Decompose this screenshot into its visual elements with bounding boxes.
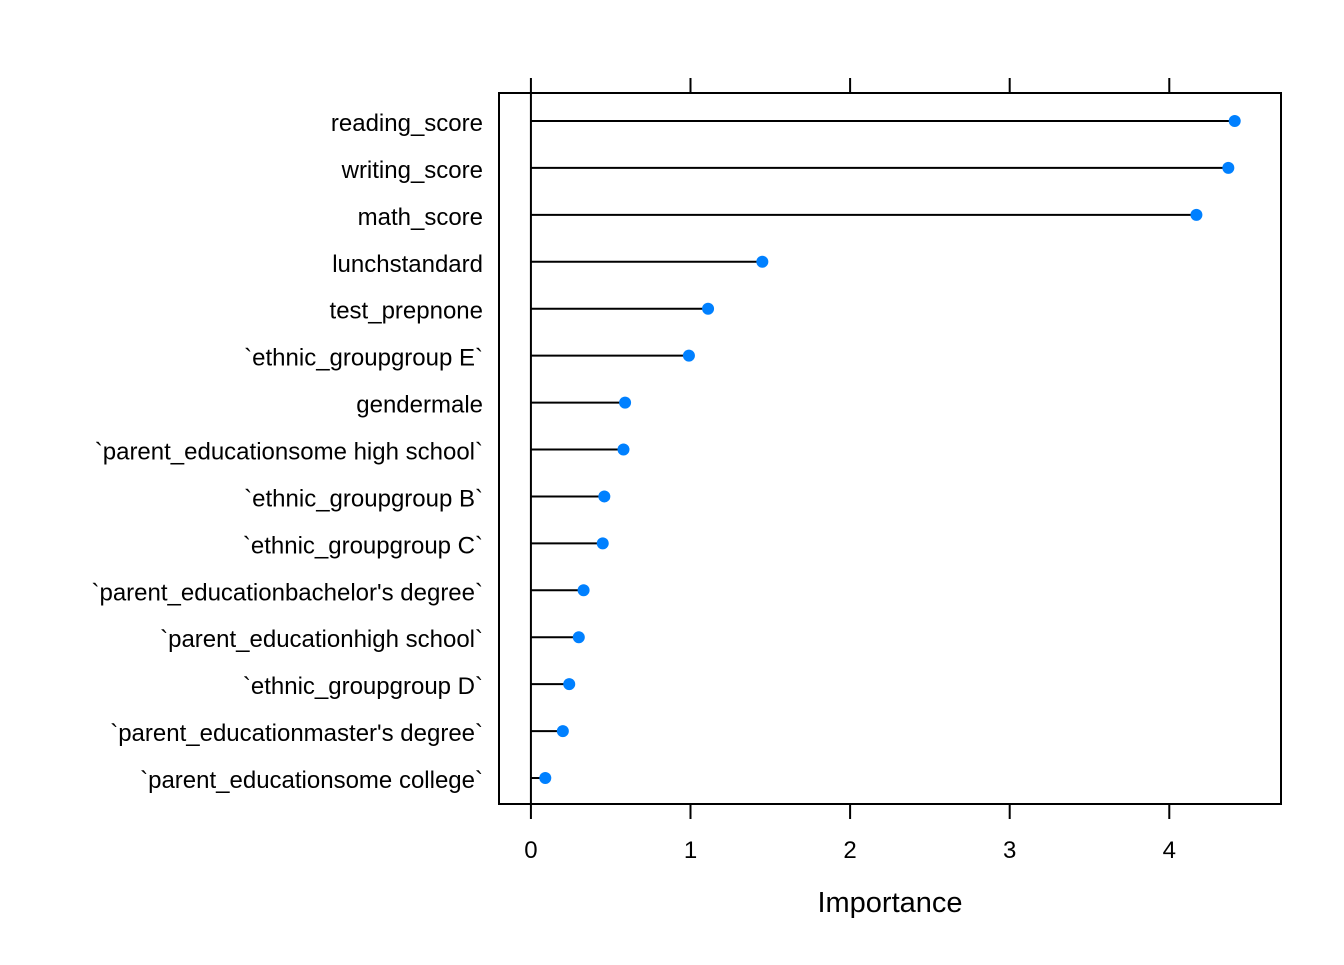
importance-point — [572, 631, 585, 644]
importance-point — [563, 678, 576, 691]
importance-point — [556, 725, 569, 738]
variable-label: `parent_educationsome college` — [140, 767, 483, 794]
top-ticks — [529, 78, 1171, 93]
variable-label: `ethnic_groupgroup E` — [244, 345, 483, 372]
variable-label: `ethnic_groupgroup C` — [243, 532, 483, 559]
importance-point — [1228, 115, 1241, 127]
importance-point — [598, 490, 611, 503]
importance-segments — [530, 120, 1235, 780]
x-tick-label: 4 — [1163, 837, 1176, 864]
importance-points — [539, 115, 1241, 785]
importance-point — [1222, 161, 1235, 174]
variable-label: `parent_educationbachelor's degree` — [91, 579, 483, 606]
variable-label: `ethnic_groupgroup D` — [243, 673, 483, 700]
variable-label: reading_score — [331, 110, 483, 137]
bottom-ticks: 0 1 2 3 4 — [524, 804, 1176, 864]
x-axis-title: Importance — [817, 887, 962, 919]
importance-point — [596, 537, 609, 550]
x-tick-label: 1 — [684, 837, 697, 864]
variable-label: test_prepnone — [330, 298, 483, 325]
importance-point — [619, 396, 632, 409]
x-tick-label: 0 — [524, 837, 537, 864]
variable-label: `parent_educationmaster's degree` — [110, 720, 483, 747]
importance-point — [577, 584, 590, 597]
variable-label: writing_score — [341, 157, 483, 184]
importance-point — [539, 772, 552, 785]
variable-labels: reading_score writing_score math_scorelunc… — [91, 110, 483, 794]
importance-point — [702, 302, 715, 315]
importance-point — [756, 255, 769, 268]
variable-label: `parent_educationhigh school` — [160, 626, 483, 653]
variable-label: `parent_educationsome high school` — [95, 439, 483, 466]
importance-point — [617, 443, 630, 456]
plot-frame — [498, 92, 1282, 805]
variable-label: gendermale — [356, 392, 483, 419]
importance-point — [682, 349, 695, 362]
x-tick-label: 2 — [843, 837, 856, 864]
importance-point — [1190, 208, 1203, 221]
x-tick-label: 3 — [1003, 837, 1016, 864]
variable-label: math_score — [358, 204, 483, 231]
variable-label: `ethnic_groupgroup B` — [244, 485, 483, 512]
variable-label: lunchstandard — [332, 251, 483, 278]
